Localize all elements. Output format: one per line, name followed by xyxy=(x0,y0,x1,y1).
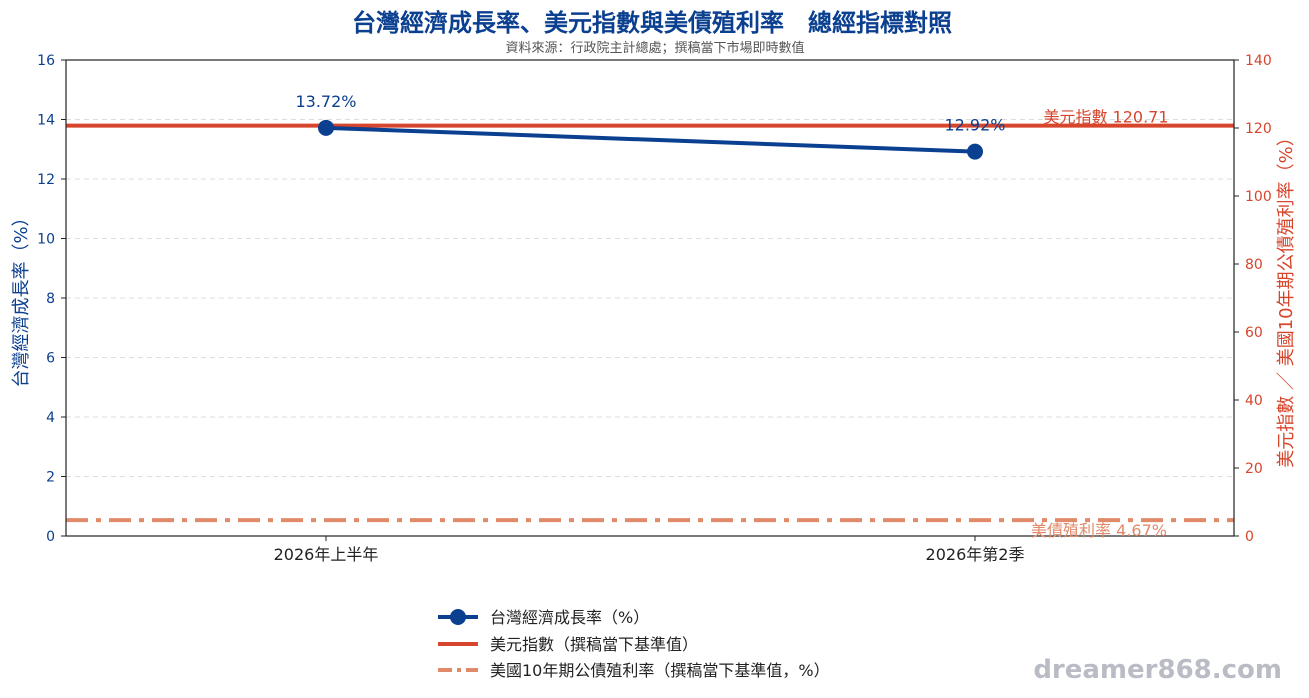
right-axis-label: 美元指數 ／ 美國10年期公債殖利率（%） xyxy=(1275,128,1297,467)
x-axis-ticks: 2026年上半年 2026年第2季 xyxy=(274,536,1025,564)
treasury-yield-annotation: 美債殖利率 4.67% xyxy=(1031,521,1167,540)
left-axis-ticks: 0 2 4 6 8 10 12 14 16 xyxy=(37,53,66,545)
left-tick-label: 0 xyxy=(46,529,55,545)
gdp-point xyxy=(318,119,334,136)
gridlines xyxy=(66,119,1234,477)
gdp-data-label: 12.92% xyxy=(944,116,1005,135)
left-tick-label: 10 xyxy=(37,232,55,248)
chart-subtitle: 資料來源：行政院主計總處；撰稿當下市場即時數值 xyxy=(505,40,804,56)
watermark: dreamer868.com xyxy=(1033,655,1282,685)
right-axis-ticks: 0 20 40 60 80 100 120 140 xyxy=(1234,53,1272,545)
x-tick-label: 2026年第2季 xyxy=(926,545,1025,564)
right-tick-label: 60 xyxy=(1245,325,1263,341)
legend-label-yield: 美國10年期公債殖利率（撰稿當下基準值，%） xyxy=(490,661,830,680)
usd-index-annotation: 美元指數 120.71 xyxy=(1043,108,1168,127)
left-tick-label: 4 xyxy=(46,410,55,426)
left-tick-label: 12 xyxy=(37,172,55,188)
gdp-data-label: 13.72% xyxy=(295,92,356,111)
legend-marker-gdp xyxy=(450,609,466,625)
chart-title: 台灣經濟成長率、美元指數與美債殖利率 總經指標對照 xyxy=(352,9,952,37)
gdp-growth-points: 13.72% 12.92% xyxy=(295,92,1006,160)
left-tick-label: 6 xyxy=(46,351,55,367)
left-tick-label: 14 xyxy=(37,113,55,129)
plot-frame xyxy=(65,59,1235,537)
legend-label-usd: 美元指數（撰稿當下基準值） xyxy=(490,635,698,654)
right-tick-label: 100 xyxy=(1245,189,1272,205)
left-tick-label: 16 xyxy=(37,53,55,69)
right-tick-label: 140 xyxy=(1245,53,1272,69)
left-tick-label: 8 xyxy=(46,291,55,307)
right-tick-label: 0 xyxy=(1245,529,1254,545)
left-axis-label: 台灣經濟成長率（%） xyxy=(11,208,32,387)
legend: 台灣經濟成長率（%） 美元指數（撰稿當下基準值） 美國10年期公債殖利率（撰稿當… xyxy=(438,608,830,680)
left-tick-label: 2 xyxy=(46,470,55,486)
right-tick-label: 120 xyxy=(1245,121,1272,137)
gdp-growth-line xyxy=(325,125,976,154)
right-tick-label: 40 xyxy=(1245,393,1263,409)
right-tick-label: 20 xyxy=(1245,461,1263,477)
legend-label-gdp: 台灣經濟成長率（%） xyxy=(490,608,649,627)
right-tick-label: 80 xyxy=(1245,257,1263,273)
gdp-point xyxy=(967,143,983,160)
x-tick-label: 2026年上半年 xyxy=(274,545,379,564)
